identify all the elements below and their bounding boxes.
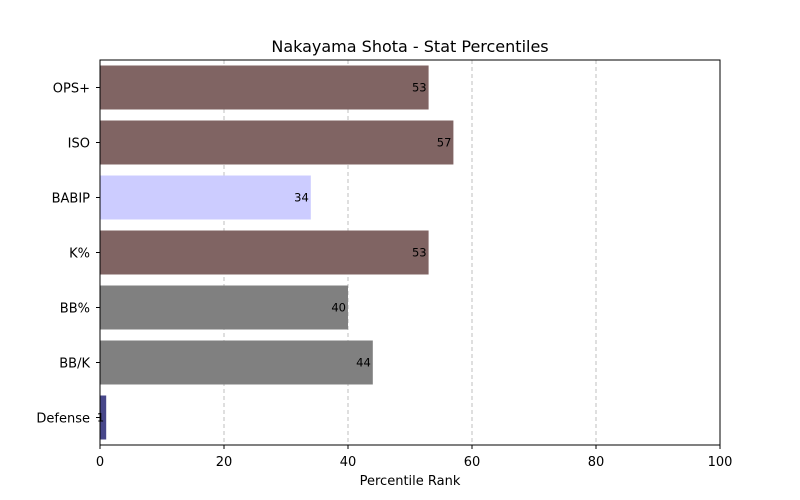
bar-value-label: 1 [97,411,104,425]
bar [100,395,107,440]
bar-value-label: 57 [437,136,452,150]
y-tick-label: BB% [60,302,90,317]
x-axis-label: Percentile Rank [360,474,461,489]
bar-value-label: 40 [331,301,346,315]
bars: 53 57 34 53 40 44 1 [97,65,454,440]
bar-value-label: 34 [294,191,309,205]
y-tick-label: BABIP [52,192,91,207]
bar [100,230,429,275]
y-tick-label: K% [69,247,90,262]
x-axis: 0 20 40 60 80 100 [96,445,733,470]
x-tick-label: 40 [340,455,357,470]
chart-title: Nakayama Shota - Stat Percentiles [271,37,548,56]
x-tick-label: 80 [588,455,605,470]
y-tick-label: ISO [68,137,90,152]
y-axis: OPS+ ISO BABIP K% BB% BB/K Defense [36,82,100,427]
bar-value-label: 53 [412,81,427,95]
bar [100,65,429,110]
bar-value-label: 53 [412,246,427,260]
y-tick-label: OPS+ [53,82,90,97]
x-tick-label: 60 [464,455,481,470]
x-tick-label: 0 [96,455,104,470]
bar [100,120,454,165]
bar [100,285,348,330]
x-tick-label: 100 [708,455,733,470]
bar-value-label: 44 [356,356,371,370]
y-tick-label: Defense [36,412,90,427]
x-tick-label: 20 [216,455,233,470]
bar [100,340,373,385]
bar [100,175,311,220]
y-tick-label: BB/K [59,357,90,372]
